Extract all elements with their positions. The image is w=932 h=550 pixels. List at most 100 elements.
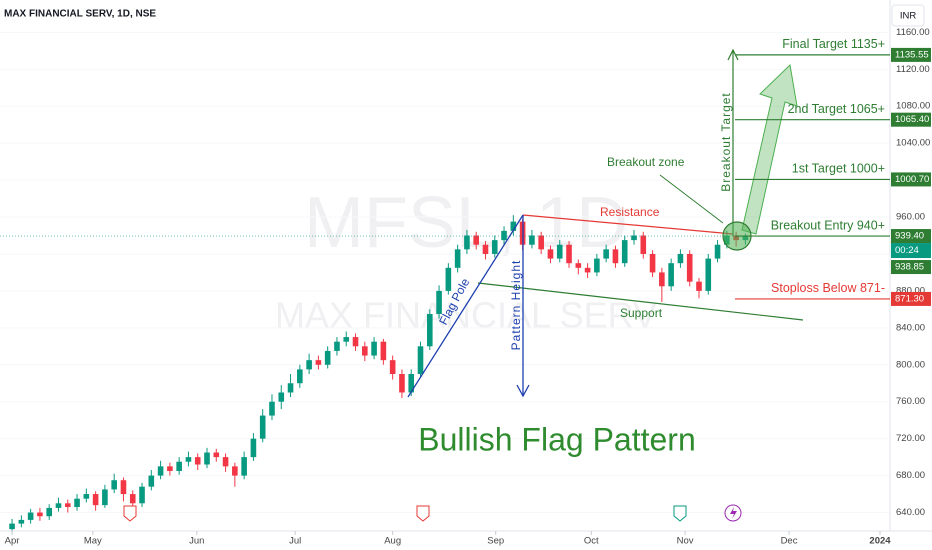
candle-body xyxy=(380,341,387,361)
candle-body xyxy=(278,392,285,402)
candle-body xyxy=(18,519,25,524)
candle-body xyxy=(408,374,415,393)
earnings-icon[interactable] xyxy=(416,505,430,522)
candle-body xyxy=(714,244,721,259)
candle-body xyxy=(139,486,145,504)
earnings-icon[interactable] xyxy=(673,505,687,522)
candle-body xyxy=(566,244,572,264)
x-tick-label: Apr xyxy=(5,536,20,547)
candle-body xyxy=(92,494,99,506)
watermark-symbol: MFSL, 1D xyxy=(304,183,628,263)
price-box-label: 1065.40 xyxy=(895,114,929,125)
candle-body xyxy=(269,401,275,416)
x-tick-label: Sep xyxy=(487,536,504,547)
candle-body xyxy=(167,466,173,471)
level-label: 2nd Target 1065+ xyxy=(788,102,885,116)
candle-body xyxy=(464,235,470,250)
y-tick-label: 1160.00 xyxy=(896,27,930,38)
candle-body xyxy=(547,249,554,259)
x-tick-label: May xyxy=(84,536,102,547)
candle-body xyxy=(27,512,34,520)
earnings-icon[interactable] xyxy=(123,505,137,522)
candle-body xyxy=(213,452,220,458)
candle-body xyxy=(352,337,359,347)
candle-body xyxy=(120,480,127,495)
y-tick-label: 880.00 xyxy=(896,285,925,296)
candle-body xyxy=(306,360,312,370)
callout-line xyxy=(659,174,724,224)
y-tick-label: 1120.00 xyxy=(896,64,930,75)
price-box xyxy=(891,47,931,62)
price-box-label: 1135.55 xyxy=(895,49,929,60)
candle-body xyxy=(417,346,424,375)
x-tick-label: Jul xyxy=(289,536,301,547)
price-box-label: 939.40 xyxy=(895,231,924,242)
watermark-name: MAX FINANCIAL SERV xyxy=(275,295,657,336)
candle-body xyxy=(640,235,647,254)
candle-body xyxy=(37,512,43,517)
chart-title: Bullish Flag Pattern xyxy=(418,421,695,457)
currency-button[interactable] xyxy=(891,4,925,27)
close-box xyxy=(891,260,931,275)
candle-body xyxy=(157,466,164,476)
candle-body xyxy=(659,272,665,287)
x-tick-label: Aug xyxy=(384,536,401,547)
candle-body xyxy=(111,480,117,490)
candle-body xyxy=(621,240,628,264)
annotation: Resistance xyxy=(600,205,660,219)
candle-body xyxy=(74,498,80,507)
candle-body xyxy=(83,494,90,499)
plot xyxy=(0,31,890,533)
candle-body xyxy=(222,457,229,467)
candle-body xyxy=(677,253,684,264)
candle-body xyxy=(334,341,340,351)
candle-body xyxy=(343,337,350,342)
flag-pole-line xyxy=(407,214,524,398)
candle-body xyxy=(297,369,303,384)
close-label: 938.85 xyxy=(895,262,924,273)
annotation: Breakout zone xyxy=(607,155,685,169)
price-box xyxy=(891,112,931,127)
x-tick-label: Oct xyxy=(584,536,599,547)
candle-body xyxy=(185,457,192,462)
candle-body xyxy=(371,341,377,356)
level-label: 1st Target 1000+ xyxy=(792,162,885,176)
resistance-line xyxy=(522,214,734,235)
x-tick-label: Nov xyxy=(677,536,694,547)
candle-body xyxy=(575,263,582,268)
candle-body xyxy=(510,221,517,231)
x-tick-label: Jun xyxy=(189,536,204,547)
candle-body xyxy=(612,249,619,264)
candle-body xyxy=(529,235,535,245)
candle-body xyxy=(129,494,136,504)
candle-body xyxy=(538,235,544,250)
target-arrow xyxy=(741,63,798,235)
candle-body xyxy=(445,267,452,291)
level-label: Stoploss Below 871- xyxy=(771,281,885,295)
candle-body xyxy=(556,244,563,259)
arrow-head xyxy=(727,48,739,61)
currency: INR xyxy=(900,11,917,22)
x-tick-label: Dec xyxy=(781,536,798,547)
candle-body xyxy=(259,415,266,439)
y-tick-label: 1040.00 xyxy=(896,138,930,149)
candle-body xyxy=(705,258,712,291)
candle-body xyxy=(482,244,489,254)
candle-body xyxy=(631,235,637,241)
candle-body xyxy=(501,230,507,241)
candle-body xyxy=(204,452,210,465)
candle-body xyxy=(686,253,693,282)
annotation: Breakout Target xyxy=(719,92,733,192)
candle-body xyxy=(491,240,498,254)
countdown-box xyxy=(891,243,931,259)
annotation: Support xyxy=(620,306,663,320)
price-box xyxy=(891,291,931,306)
y-tick-label: 840.00 xyxy=(896,322,925,333)
price-box xyxy=(891,172,931,187)
annotation: Pattern Height xyxy=(509,260,523,351)
candle-body xyxy=(649,253,656,273)
candle-body xyxy=(250,438,257,458)
countdown: 00:24 xyxy=(895,245,919,256)
